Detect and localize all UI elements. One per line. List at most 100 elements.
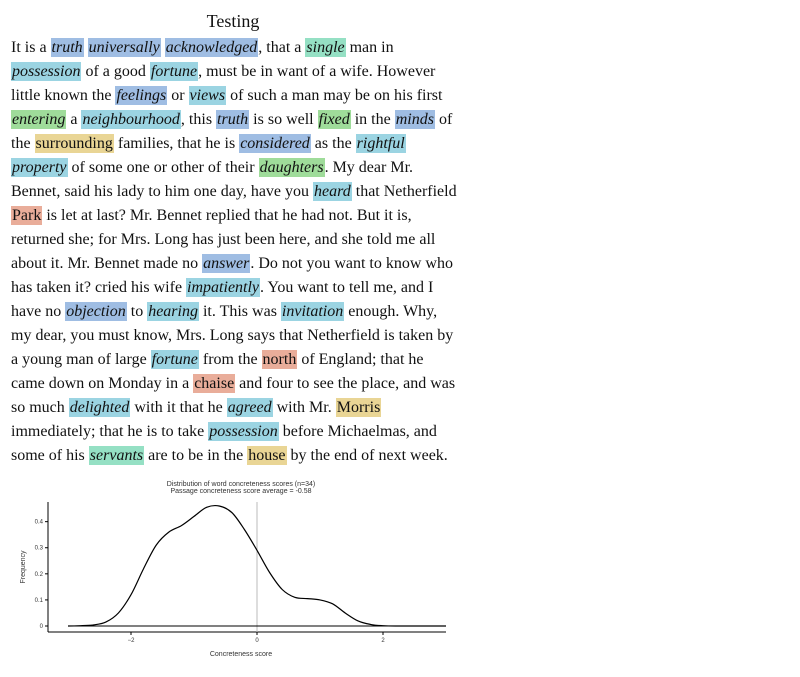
passage-text: Bennet, said his lady to him one day, ha… bbox=[11, 183, 314, 200]
passage-text: of bbox=[434, 111, 453, 128]
highlighted-word: Park bbox=[11, 206, 43, 225]
passage-text: of such a man may be on his first bbox=[226, 87, 443, 104]
highlighted-word: universally bbox=[87, 38, 161, 57]
y-tick-label: 0.3 bbox=[35, 546, 44, 552]
x-tick-label: −2 bbox=[128, 638, 136, 644]
passage-text: , this bbox=[180, 111, 217, 128]
highlighted-word: minds bbox=[394, 110, 435, 129]
highlighted-word: agreed bbox=[226, 398, 273, 417]
y-tick-label: 0 bbox=[40, 624, 44, 630]
passage-text: with Mr. bbox=[272, 399, 336, 416]
passage-text: of some one or other of their bbox=[67, 159, 259, 176]
passage-line: Bennet, said his lady to him one day, ha… bbox=[11, 180, 461, 204]
passage-text: a young man of large bbox=[11, 351, 151, 368]
highlighted-word: acknowledged bbox=[164, 38, 259, 57]
passage-text: little known the bbox=[11, 87, 116, 104]
highlighted-word: hearing bbox=[147, 302, 199, 321]
passage-text: returned she; for Mrs. Long has just bee… bbox=[11, 231, 436, 248]
passage-text: it. This was bbox=[198, 303, 281, 320]
passage-text: or bbox=[167, 87, 189, 104]
highlighted-word: possession bbox=[11, 62, 82, 81]
highlighted-word: house bbox=[247, 446, 287, 465]
passage-text: . My dear Mr. bbox=[324, 159, 414, 176]
passage-line: little known the feelings or views of su… bbox=[11, 84, 461, 108]
passage-text: families, that he is bbox=[113, 135, 240, 152]
passage-text: . You want to tell me, and I bbox=[260, 279, 434, 296]
passage-text: is so well bbox=[249, 111, 318, 128]
passage-text: and four to see the place, and was bbox=[235, 375, 456, 392]
passage-text: some of his bbox=[11, 447, 89, 464]
passage-line: possession of a good fortune, must be in… bbox=[11, 60, 461, 84]
highlighted-word: objection bbox=[65, 302, 127, 321]
highlighted-word: truth bbox=[216, 110, 250, 129]
passage-line: entering a neighbourhood, this truth is … bbox=[11, 108, 461, 132]
passage-line: so much delighted with it that he agreed… bbox=[11, 396, 461, 420]
passage-text: from the bbox=[198, 351, 262, 368]
passage-line: some of his servants are to be in the ho… bbox=[11, 444, 461, 468]
highlighted-word: impatiently bbox=[186, 278, 261, 297]
passage-text: about it. Mr. Bennet made no bbox=[11, 255, 203, 272]
passage-line: have no objection to hearing it. This wa… bbox=[11, 300, 461, 324]
highlighted-word: north bbox=[261, 350, 298, 369]
density-curve bbox=[67, 504, 446, 627]
x-axis-label: Concreteness score bbox=[210, 651, 272, 658]
passage-text: immediately; that he is to take bbox=[11, 423, 209, 440]
highlighted-word: neighbourhood bbox=[81, 110, 181, 129]
passage-text: to bbox=[126, 303, 148, 320]
highlighted-word: single bbox=[305, 38, 346, 57]
chart-subtitle: Passage concreteness score average = -0.… bbox=[170, 488, 311, 495]
y-tick-label: 0.4 bbox=[35, 520, 44, 526]
passage-line: property of some one or other of their d… bbox=[11, 156, 461, 180]
passage-text: has taken it? cried his wife bbox=[11, 279, 187, 296]
y-tick-label: 0.1 bbox=[35, 598, 44, 604]
highlighted-word: chaise bbox=[193, 374, 236, 393]
passage-text: came down on Monday in a bbox=[11, 375, 194, 392]
passage-text: are to be in the bbox=[144, 447, 248, 464]
highlighted-word: possession bbox=[208, 422, 279, 441]
passage-text: man in bbox=[345, 39, 394, 56]
passage-line: has taken it? cried his wife impatiently… bbox=[11, 276, 461, 300]
passage-text: the bbox=[11, 135, 35, 152]
passage-text: as the bbox=[310, 135, 356, 152]
highlighted-word: delighted bbox=[68, 398, 131, 417]
page-title: Testing bbox=[206, 11, 260, 31]
passage-text: of a good bbox=[81, 63, 150, 80]
y-axis-label: Frequency bbox=[20, 550, 27, 584]
passage-line: about it. Mr. Bennet made no answer. Do … bbox=[11, 252, 461, 276]
passage-line: It is a truth universally acknowledged, … bbox=[11, 36, 461, 60]
highlighted-word: fortune bbox=[149, 62, 199, 81]
passage-line: came down on Monday in a chaise and four… bbox=[11, 372, 461, 396]
highlighted-word: heard bbox=[313, 182, 352, 201]
passage-text: , must be in want of a wife. However bbox=[198, 63, 436, 80]
passage-text: that Netherfield bbox=[351, 183, 457, 200]
highlighted-word: considered bbox=[239, 134, 311, 153]
passage-text: my dear, you must know, Mrs. Long says t… bbox=[11, 327, 454, 344]
highlighted-word: views bbox=[188, 86, 227, 105]
passage-text: in the bbox=[350, 111, 395, 128]
highlighted-passage: It is a truth universally acknowledged, … bbox=[11, 36, 461, 468]
y-tick-label: 0.2 bbox=[35, 572, 44, 578]
highlighted-word: Morris bbox=[335, 398, 382, 417]
highlighted-word: entering bbox=[11, 110, 67, 129]
highlighted-word: fortune bbox=[150, 350, 199, 369]
passage-text: have no bbox=[11, 303, 66, 320]
passage-line: a young man of large fortune from the no… bbox=[11, 348, 461, 372]
highlighted-word: servants bbox=[88, 446, 145, 465]
passage-line: immediately; that he is to take possessi… bbox=[11, 420, 461, 444]
passage-line: my dear, you must know, Mrs. Long says t… bbox=[11, 324, 461, 348]
passage-line: Park is let at last? Mr. Bennet replied … bbox=[11, 204, 461, 228]
passage-text: is let at last? Mr. Bennet replied that … bbox=[42, 207, 412, 224]
passage-text: , that a bbox=[258, 39, 306, 56]
passage-text: a bbox=[66, 111, 82, 128]
passage-text: It is a bbox=[11, 39, 51, 56]
concreteness-density-chart: Distribution of word concreteness scores… bbox=[20, 481, 446, 658]
highlighted-word: rightful bbox=[355, 134, 406, 153]
x-tick-label: 0 bbox=[255, 638, 259, 644]
passage-text: of England; that he bbox=[297, 351, 424, 368]
highlighted-word: truth bbox=[50, 38, 84, 57]
highlighted-word: daughters bbox=[258, 158, 325, 177]
passage-text: . Do not you want to know who bbox=[250, 255, 453, 272]
passage-text: enough. Why, bbox=[344, 303, 438, 320]
highlighted-word: answer bbox=[202, 254, 251, 273]
highlighted-word: surrounding bbox=[34, 134, 114, 153]
